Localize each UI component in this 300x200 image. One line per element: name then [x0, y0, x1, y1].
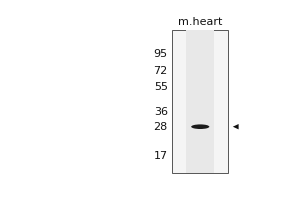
- Text: 72: 72: [153, 66, 168, 76]
- Text: 36: 36: [154, 107, 168, 117]
- Bar: [186, 30, 214, 173]
- Bar: [172, 30, 228, 173]
- Text: 17: 17: [154, 151, 168, 161]
- Text: m.heart: m.heart: [178, 17, 222, 27]
- Text: 28: 28: [153, 122, 168, 132]
- Ellipse shape: [191, 124, 209, 129]
- Text: 95: 95: [154, 49, 168, 59]
- Polygon shape: [233, 124, 239, 129]
- Text: 55: 55: [154, 82, 168, 92]
